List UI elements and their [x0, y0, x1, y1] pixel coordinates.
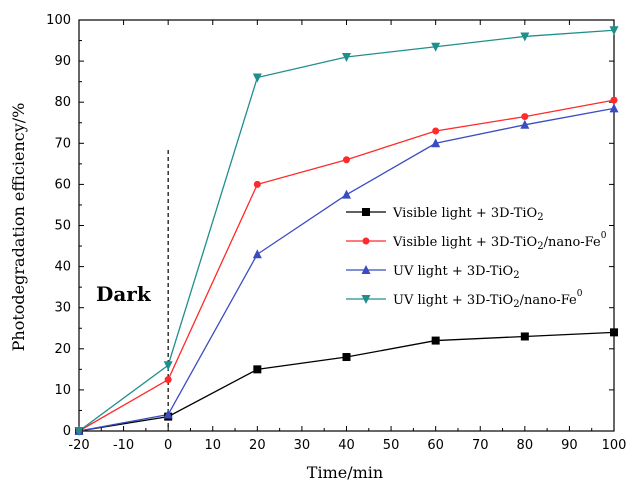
data-point [164, 376, 172, 384]
data-point [253, 365, 262, 374]
data-point [342, 353, 351, 362]
x-tick-label: 20 [249, 438, 266, 453]
data-point [252, 73, 262, 83]
x-tick-label: 70 [472, 438, 489, 453]
y-tick-label: 50 [54, 219, 71, 234]
data-point [361, 295, 371, 304]
data-point [253, 180, 261, 188]
data-point [610, 328, 618, 337]
series-line [78, 99, 615, 432]
y-tick-label: 60 [54, 177, 71, 192]
data-point [610, 96, 618, 104]
series-line [78, 29, 615, 432]
data-point [431, 138, 441, 148]
data-point [521, 113, 529, 121]
data-point [520, 119, 530, 129]
series-lines [78, 29, 615, 432]
y-tick-label: 40 [54, 260, 71, 275]
data-point [520, 32, 530, 42]
x-tick-label: 90 [561, 438, 578, 453]
dark-annotation: Dark [96, 282, 152, 306]
data-point [520, 332, 529, 341]
data-point [74, 427, 84, 436]
series-markers [74, 26, 619, 436]
y-tick-label: 20 [54, 342, 71, 357]
data-point [431, 336, 440, 345]
data-point [609, 103, 619, 113]
x-tick-label: 80 [517, 438, 534, 453]
data-point [163, 409, 173, 419]
legend: Visible light + 3D-TiO2 Visible light + 3… [346, 206, 607, 310]
x-tick-label: -20 [68, 438, 89, 453]
legend-label: UV light + 3D-TiO2/nano-Fe0 [393, 289, 583, 310]
x-tick-label: 0 [164, 438, 172, 453]
y-tick-label: 100 [46, 13, 71, 28]
x-tick-label: 40 [338, 438, 355, 453]
data-point [431, 42, 441, 52]
x-tick-label: -10 [113, 438, 134, 453]
legend-label: Visible light + 3D-TiO2/nano-Fe0 [392, 231, 607, 252]
y-tick-label: 70 [54, 136, 71, 151]
data-point [163, 361, 173, 371]
x-tick-label: 60 [427, 438, 444, 453]
x-tick-label: 100 [602, 438, 627, 453]
y-tick-label: 80 [54, 95, 71, 110]
y-tick-label: 0 [63, 424, 71, 439]
x-tick-label: 10 [204, 438, 221, 453]
plot-border [78, 19, 615, 432]
y-tick-label: 10 [54, 383, 71, 398]
data-point [362, 237, 370, 245]
data-point [252, 249, 262, 259]
data-point [362, 208, 370, 216]
data-point [609, 26, 619, 36]
legend-label: Visible light + 3D-TiO2 [392, 206, 544, 223]
x-tick-label: 30 [294, 438, 311, 453]
data-point [343, 156, 350, 164]
x-axis-label: Time/min [307, 463, 383, 482]
legend-label: UV light + 3D-TiO2 [393, 264, 520, 281]
data-point [342, 52, 351, 62]
y-tick-label: 30 [54, 301, 71, 316]
data-point [361, 265, 371, 274]
y-tick-label: 90 [54, 54, 71, 69]
y-axis-label: Photodegradation efficiency/% [9, 103, 28, 352]
axis-ticks: -20 -10 0 10 20 30 40 50 60 70 80 90 100 0 10 20 30 40 50 6… [46, 13, 626, 453]
plot-frame [78, 19, 615, 432]
x-tick-label: 50 [383, 438, 400, 453]
data-point [342, 189, 351, 199]
data-point [432, 127, 440, 135]
